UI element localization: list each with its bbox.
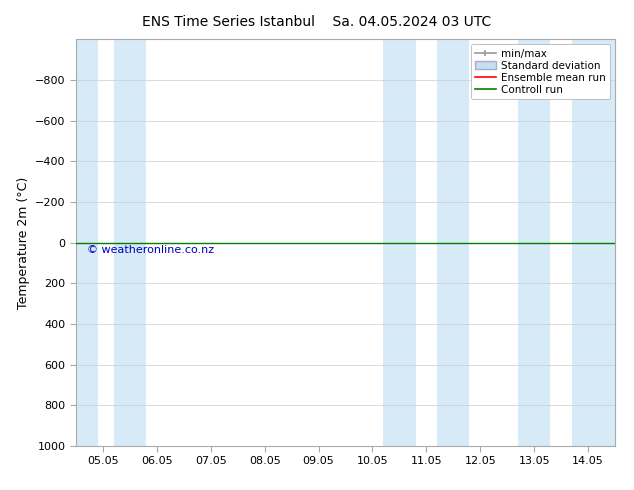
Bar — [114, 39, 146, 446]
Bar — [383, 39, 416, 446]
Bar — [518, 39, 550, 446]
Bar — [76, 39, 98, 446]
Text: ENS Time Series Istanbul    Sa. 04.05.2024 03 UTC: ENS Time Series Istanbul Sa. 04.05.2024 … — [143, 15, 491, 29]
Bar — [572, 39, 615, 446]
Text: © weatheronline.co.nz: © weatheronline.co.nz — [87, 245, 214, 255]
Bar — [437, 39, 469, 446]
Legend: min/max, Standard deviation, Ensemble mean run, Controll run: min/max, Standard deviation, Ensemble me… — [470, 45, 610, 99]
Y-axis label: Temperature 2m (°C): Temperature 2m (°C) — [16, 176, 30, 309]
